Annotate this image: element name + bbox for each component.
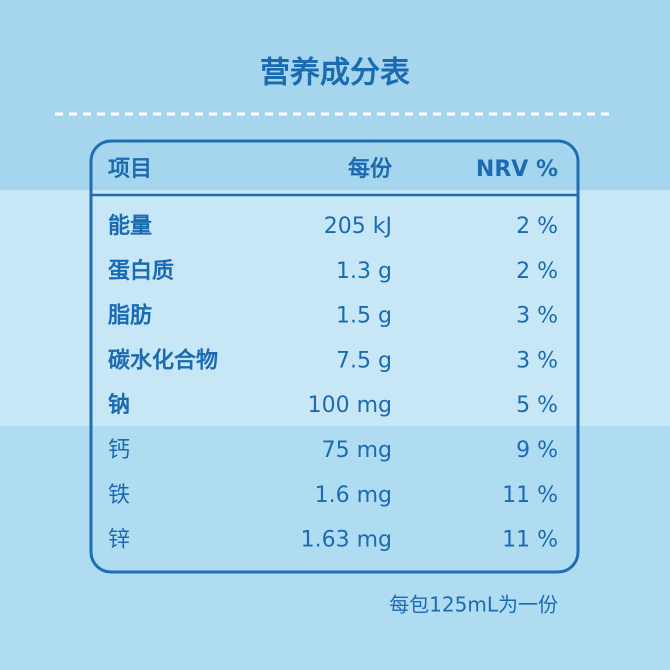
nutrient-value: 2 % <box>516 214 558 239</box>
nutrient-value: 3 % <box>516 304 558 329</box>
nutrient-value: 11 % <box>502 483 558 508</box>
header-cell: NRV % <box>476 157 558 182</box>
nutrient-name: 脂肪 <box>108 303 152 329</box>
nutrient-value: 1.6 mg <box>315 483 392 508</box>
title: 营养成分表 <box>260 56 410 91</box>
nutrient-name: 铁 <box>108 483 130 508</box>
nutrient-value: 1.3 g <box>336 259 392 284</box>
nutrient-value: 7.5 g <box>336 348 392 373</box>
nutrient-value: 5 % <box>516 393 558 418</box>
header-cell: 每份 <box>348 156 393 182</box>
nutrient-name: 钠 <box>108 393 130 418</box>
nutrient-name: 锌 <box>108 528 130 553</box>
nutrient-name: 钙 <box>108 438 130 463</box>
nutrient-value: 205 kJ <box>324 214 392 239</box>
middle-band <box>0 190 670 426</box>
nutrient-value: 100 mg <box>308 393 392 418</box>
nutrient-value: 1.63 mg <box>301 528 392 553</box>
nutrient-value: 3 % <box>516 348 558 373</box>
nutrient-value: 75 mg <box>322 438 392 463</box>
nutrient-name: 蛋白质 <box>108 258 174 284</box>
nutrient-value: 2 % <box>516 259 558 284</box>
nutrient-value: 11 % <box>502 528 558 553</box>
nutrient-value: 9 % <box>516 438 558 463</box>
bottom-band <box>0 426 670 670</box>
footnote: 每包125mL为一份 <box>389 593 558 617</box>
nutrient-value: 1.5 g <box>336 304 392 329</box>
header-cell: 项目 <box>108 157 152 182</box>
nutrient-name: 碳水化合物 <box>108 347 218 373</box>
table-border <box>89 139 580 574</box>
nutrient-name: 能量 <box>108 213 152 239</box>
top-band <box>0 0 670 190</box>
